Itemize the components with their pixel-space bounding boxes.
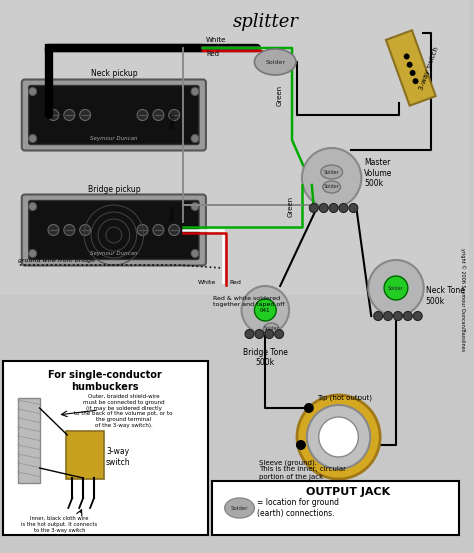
Circle shape (410, 70, 416, 76)
Circle shape (393, 311, 402, 321)
Text: Neck pickup: Neck pickup (91, 70, 137, 79)
Text: For single-conductor
humbuckers: For single-conductor humbuckers (48, 370, 162, 392)
Polygon shape (386, 30, 436, 106)
Text: yright © 2006 Seymour Duncan/Basslines: yright © 2006 Seymour Duncan/Basslines (460, 248, 465, 352)
Text: 3-way switch: 3-way switch (418, 45, 439, 91)
Circle shape (191, 87, 199, 96)
Text: Solder: Solder (231, 505, 248, 510)
Circle shape (29, 87, 36, 96)
Circle shape (297, 395, 380, 479)
Circle shape (191, 249, 199, 258)
FancyBboxPatch shape (22, 195, 206, 265)
Circle shape (80, 109, 91, 121)
Circle shape (412, 78, 419, 84)
Text: Seymour Duncan: Seymour Duncan (90, 136, 137, 141)
Circle shape (404, 54, 410, 60)
Circle shape (307, 405, 370, 469)
Text: Tip (hot output): Tip (hot output) (317, 394, 372, 401)
Text: Inner, black cloth wire
is the hot output. It connects
to the 3-way switch: Inner, black cloth wire is the hot outpu… (21, 516, 98, 533)
FancyBboxPatch shape (29, 201, 199, 259)
Text: Green: Green (276, 85, 282, 106)
Circle shape (153, 225, 164, 236)
Text: OUTPUT JACK: OUTPUT JACK (306, 487, 391, 497)
Text: Solder: Solder (265, 60, 285, 65)
Circle shape (169, 225, 180, 236)
Circle shape (191, 134, 199, 143)
Circle shape (319, 417, 358, 457)
Circle shape (265, 330, 273, 338)
Text: Green: Green (288, 195, 294, 217)
Text: Neck Tone
500k: Neck Tone 500k (426, 286, 465, 306)
Text: Red: Red (230, 280, 242, 285)
Circle shape (403, 311, 412, 321)
Text: Bridge pickup: Bridge pickup (88, 185, 140, 194)
Circle shape (48, 225, 59, 236)
Text: Red & white soldered
together and taped off: Red & white soldered together and taped … (213, 296, 284, 307)
Circle shape (48, 109, 59, 121)
Circle shape (368, 260, 424, 316)
Text: Solder: Solder (324, 170, 339, 175)
Circle shape (29, 202, 36, 211)
Text: = location for ground
(earth) connections.: = location for ground (earth) connection… (257, 498, 339, 518)
Circle shape (80, 225, 91, 236)
Bar (18, 398, 40, 483)
Circle shape (153, 109, 164, 121)
FancyBboxPatch shape (212, 481, 459, 535)
Circle shape (64, 109, 75, 121)
Ellipse shape (323, 181, 340, 193)
Circle shape (191, 202, 199, 211)
Ellipse shape (225, 498, 255, 518)
Text: Seymour Duncan: Seymour Duncan (90, 251, 137, 256)
Text: Bare: Bare (169, 112, 175, 128)
Circle shape (296, 440, 306, 450)
Text: White: White (206, 37, 226, 43)
Text: ground wire from bridge: ground wire from bridge (18, 258, 95, 263)
Bar (0, 0, 469, 295)
FancyBboxPatch shape (3, 361, 208, 535)
Circle shape (137, 109, 148, 121)
Text: Sleeve (ground).
This is the inner, circular
portion of the jack: Sleeve (ground). This is the inner, circ… (259, 459, 346, 479)
Text: Solder: Solder (388, 285, 404, 290)
Text: White: White (198, 280, 216, 285)
Circle shape (275, 330, 283, 338)
FancyBboxPatch shape (66, 431, 104, 479)
Text: splitter: splitter (232, 13, 298, 31)
Text: Red: Red (206, 51, 219, 57)
Ellipse shape (255, 49, 296, 75)
FancyBboxPatch shape (22, 80, 206, 150)
Circle shape (255, 299, 276, 321)
Circle shape (169, 109, 180, 121)
Circle shape (255, 330, 264, 338)
Circle shape (413, 311, 422, 321)
Circle shape (29, 249, 36, 258)
Ellipse shape (264, 323, 279, 335)
Text: Solder: Solder (264, 326, 279, 331)
Circle shape (339, 204, 348, 212)
Circle shape (304, 403, 314, 413)
Circle shape (329, 204, 338, 212)
Circle shape (64, 225, 75, 236)
Circle shape (242, 286, 289, 334)
Circle shape (302, 148, 361, 208)
Circle shape (137, 225, 148, 236)
Ellipse shape (321, 165, 343, 179)
Circle shape (319, 204, 328, 212)
Circle shape (29, 134, 36, 143)
Circle shape (383, 311, 392, 321)
Circle shape (374, 311, 383, 321)
FancyBboxPatch shape (29, 86, 199, 144)
Circle shape (407, 62, 412, 67)
Text: Bare: Bare (169, 205, 175, 221)
Text: Outer, braided shield-wire
must be connected to ground
(it may be soldered direc: Outer, braided shield-wire must be conne… (74, 394, 173, 428)
Circle shape (310, 204, 318, 212)
Text: Solder: Solder (324, 185, 339, 190)
Text: Master
Volume
500k: Master Volume 500k (365, 158, 392, 188)
Circle shape (245, 330, 254, 338)
Text: Bridge Tone
500k: Bridge Tone 500k (243, 348, 288, 367)
Text: 041: 041 (260, 307, 271, 312)
Text: 3-way
switch: 3-way switch (106, 447, 130, 467)
Circle shape (349, 204, 358, 212)
Circle shape (384, 276, 408, 300)
